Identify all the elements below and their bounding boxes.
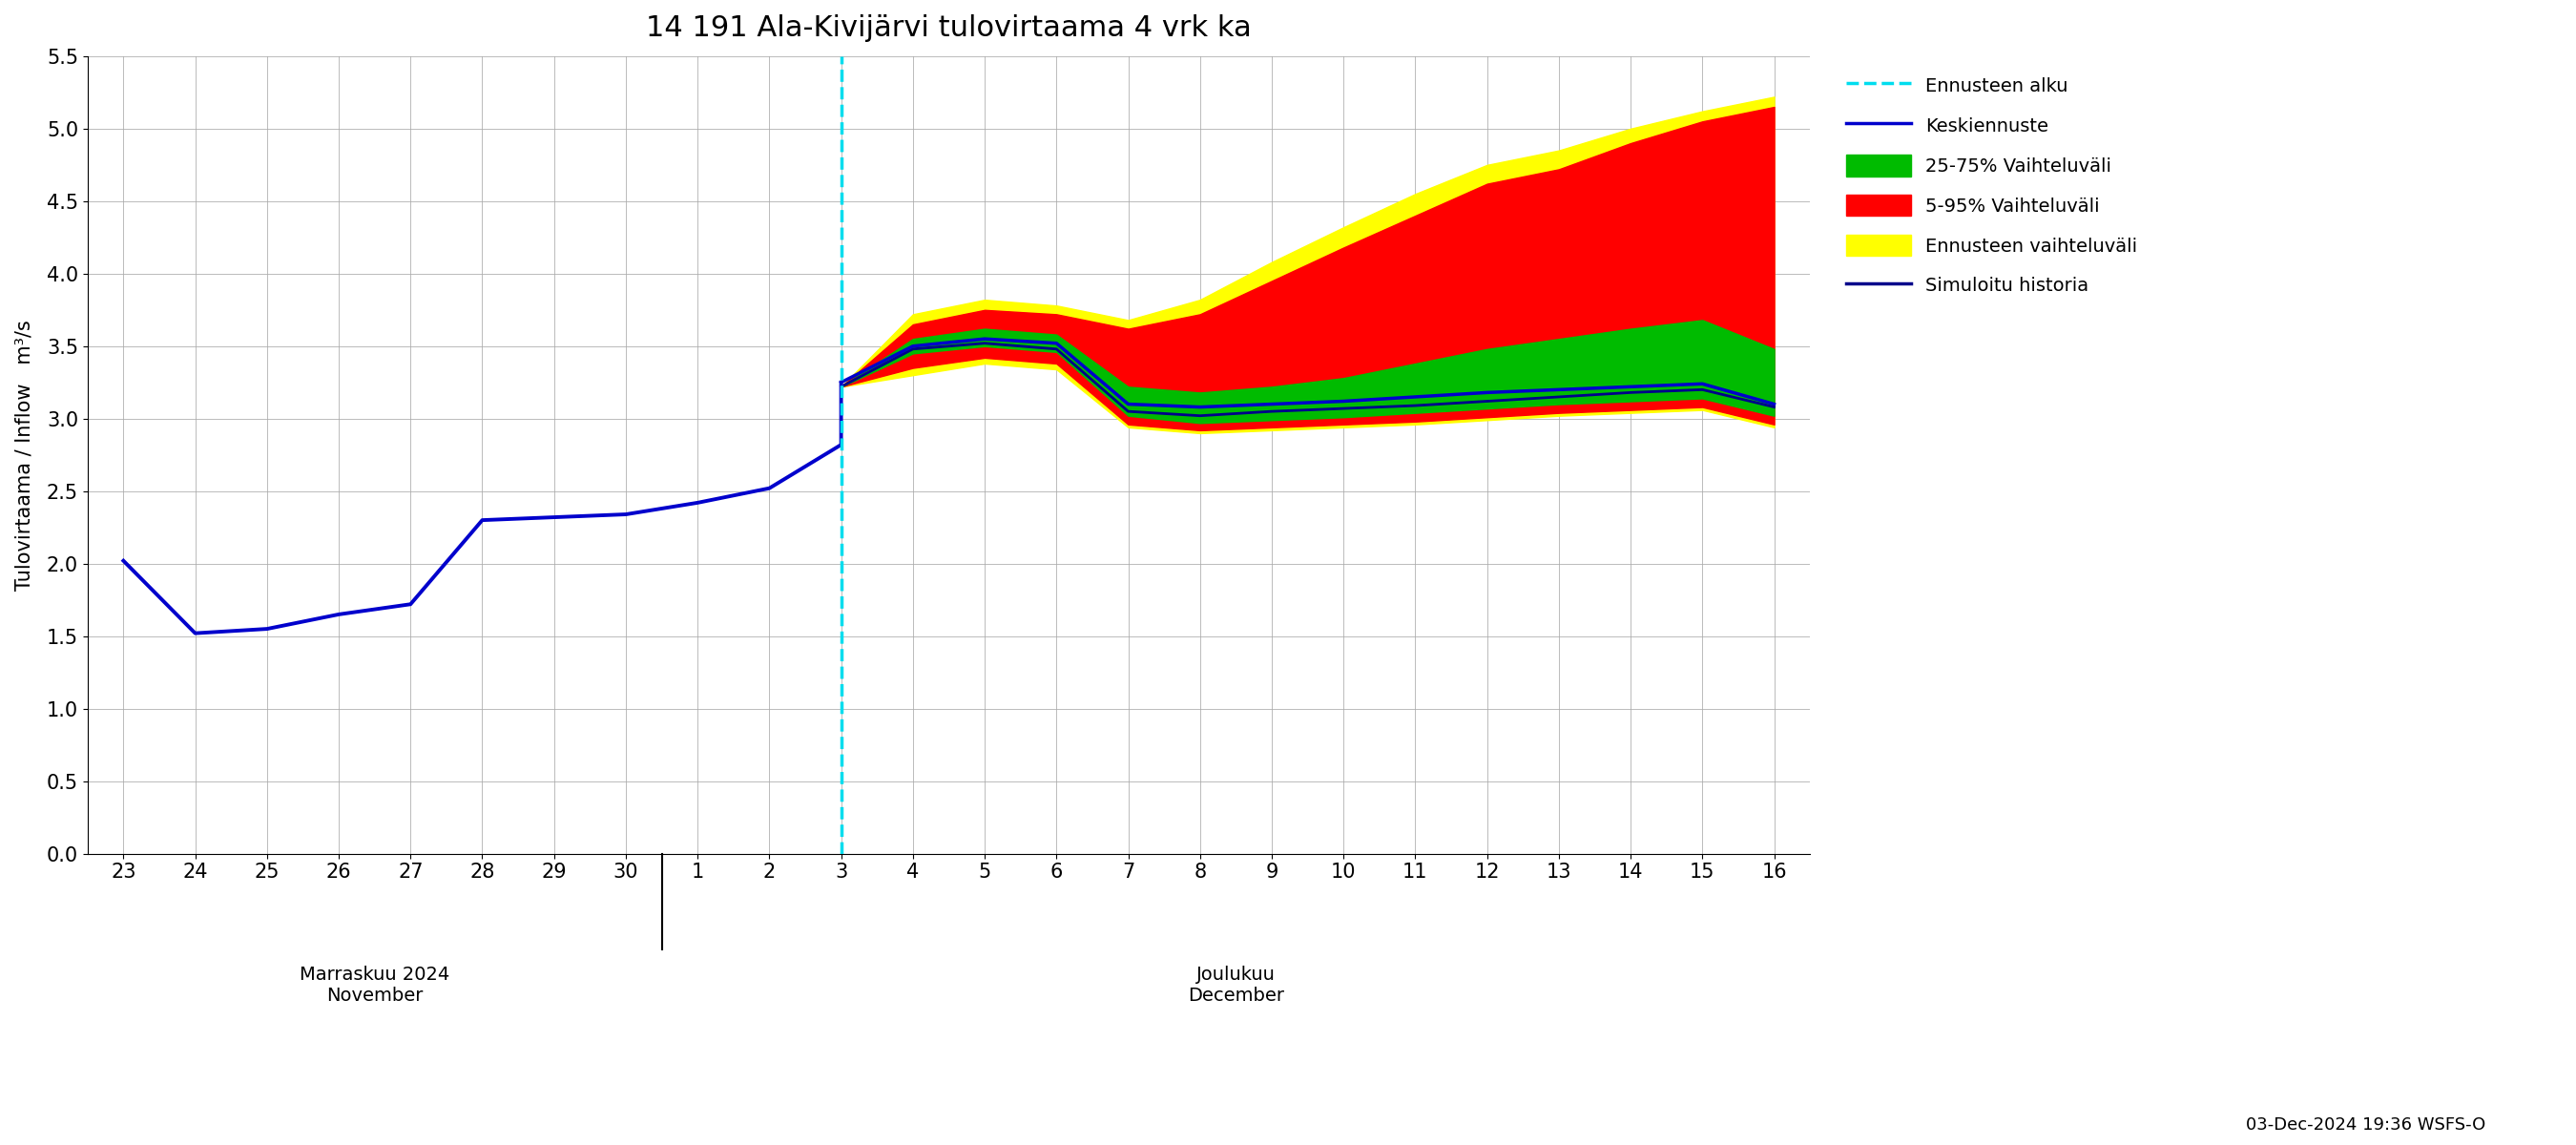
Text: Marraskuu 2024
November: Marraskuu 2024 November xyxy=(299,965,451,1004)
Title: 14 191 Ala-Kivijärvi tulovirtaama 4 vrk ka: 14 191 Ala-Kivijärvi tulovirtaama 4 vrk … xyxy=(647,14,1252,42)
Text: 03-Dec-2024 19:36 WSFS-O: 03-Dec-2024 19:36 WSFS-O xyxy=(2246,1116,2486,1134)
Y-axis label: Tulovirtaama / Inflow   m³/s: Tulovirtaama / Inflow m³/s xyxy=(15,319,33,591)
Legend: Ennusteen alku, Keskiennuste, 25-75% Vaihteluväli, 5-95% Vaihteluväli, Ennusteen: Ennusteen alku, Keskiennuste, 25-75% Vai… xyxy=(1837,65,2146,306)
Text: Joulukuu
December: Joulukuu December xyxy=(1188,965,1283,1004)
